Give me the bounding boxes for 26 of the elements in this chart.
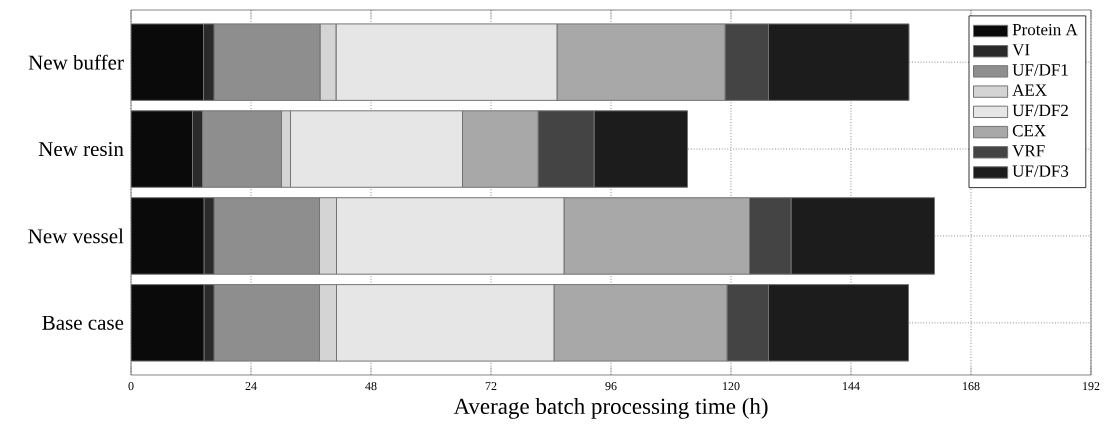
legend-label: CEX — [1012, 124, 1046, 137]
x-tick-label: 72 — [485, 382, 497, 390]
x-tick-label: 96 — [605, 382, 617, 391]
x-tick-label: 0 — [128, 382, 134, 391]
x-tick-label: 24 — [245, 382, 257, 390]
legend-label: AEX — [1012, 84, 1047, 96]
x-tick-label: 168 — [963, 382, 980, 391]
bar — [131, 197, 205, 275]
bar — [131, 284, 205, 362]
legend-label: VI — [1012, 44, 1030, 56]
bar — [131, 110, 194, 188]
legend-label: UF/DF3 — [1012, 165, 1069, 177]
y-tick-label: Base case — [42, 315, 124, 330]
x-tick-label: 48 — [365, 382, 377, 391]
y-tick-label: New resin — [38, 142, 124, 157]
x-tick-label: 120 — [723, 382, 740, 391]
legend-label: UF/DF2 — [1012, 104, 1068, 117]
legend-label: Protein A — [1012, 23, 1078, 36]
y-tick-label: New buffer — [28, 54, 124, 70]
y-tick-label: New vessel — [28, 228, 124, 244]
x-axis-title: Average batch processing time (h) — [453, 397, 768, 419]
legend-label: UF/DF1 — [1012, 64, 1068, 76]
x-tick-label: 192 — [1083, 382, 1100, 391]
bar — [131, 23, 205, 101]
x-tick-label: 144 — [843, 382, 860, 390]
legend-label: VRF — [1012, 145, 1045, 157]
